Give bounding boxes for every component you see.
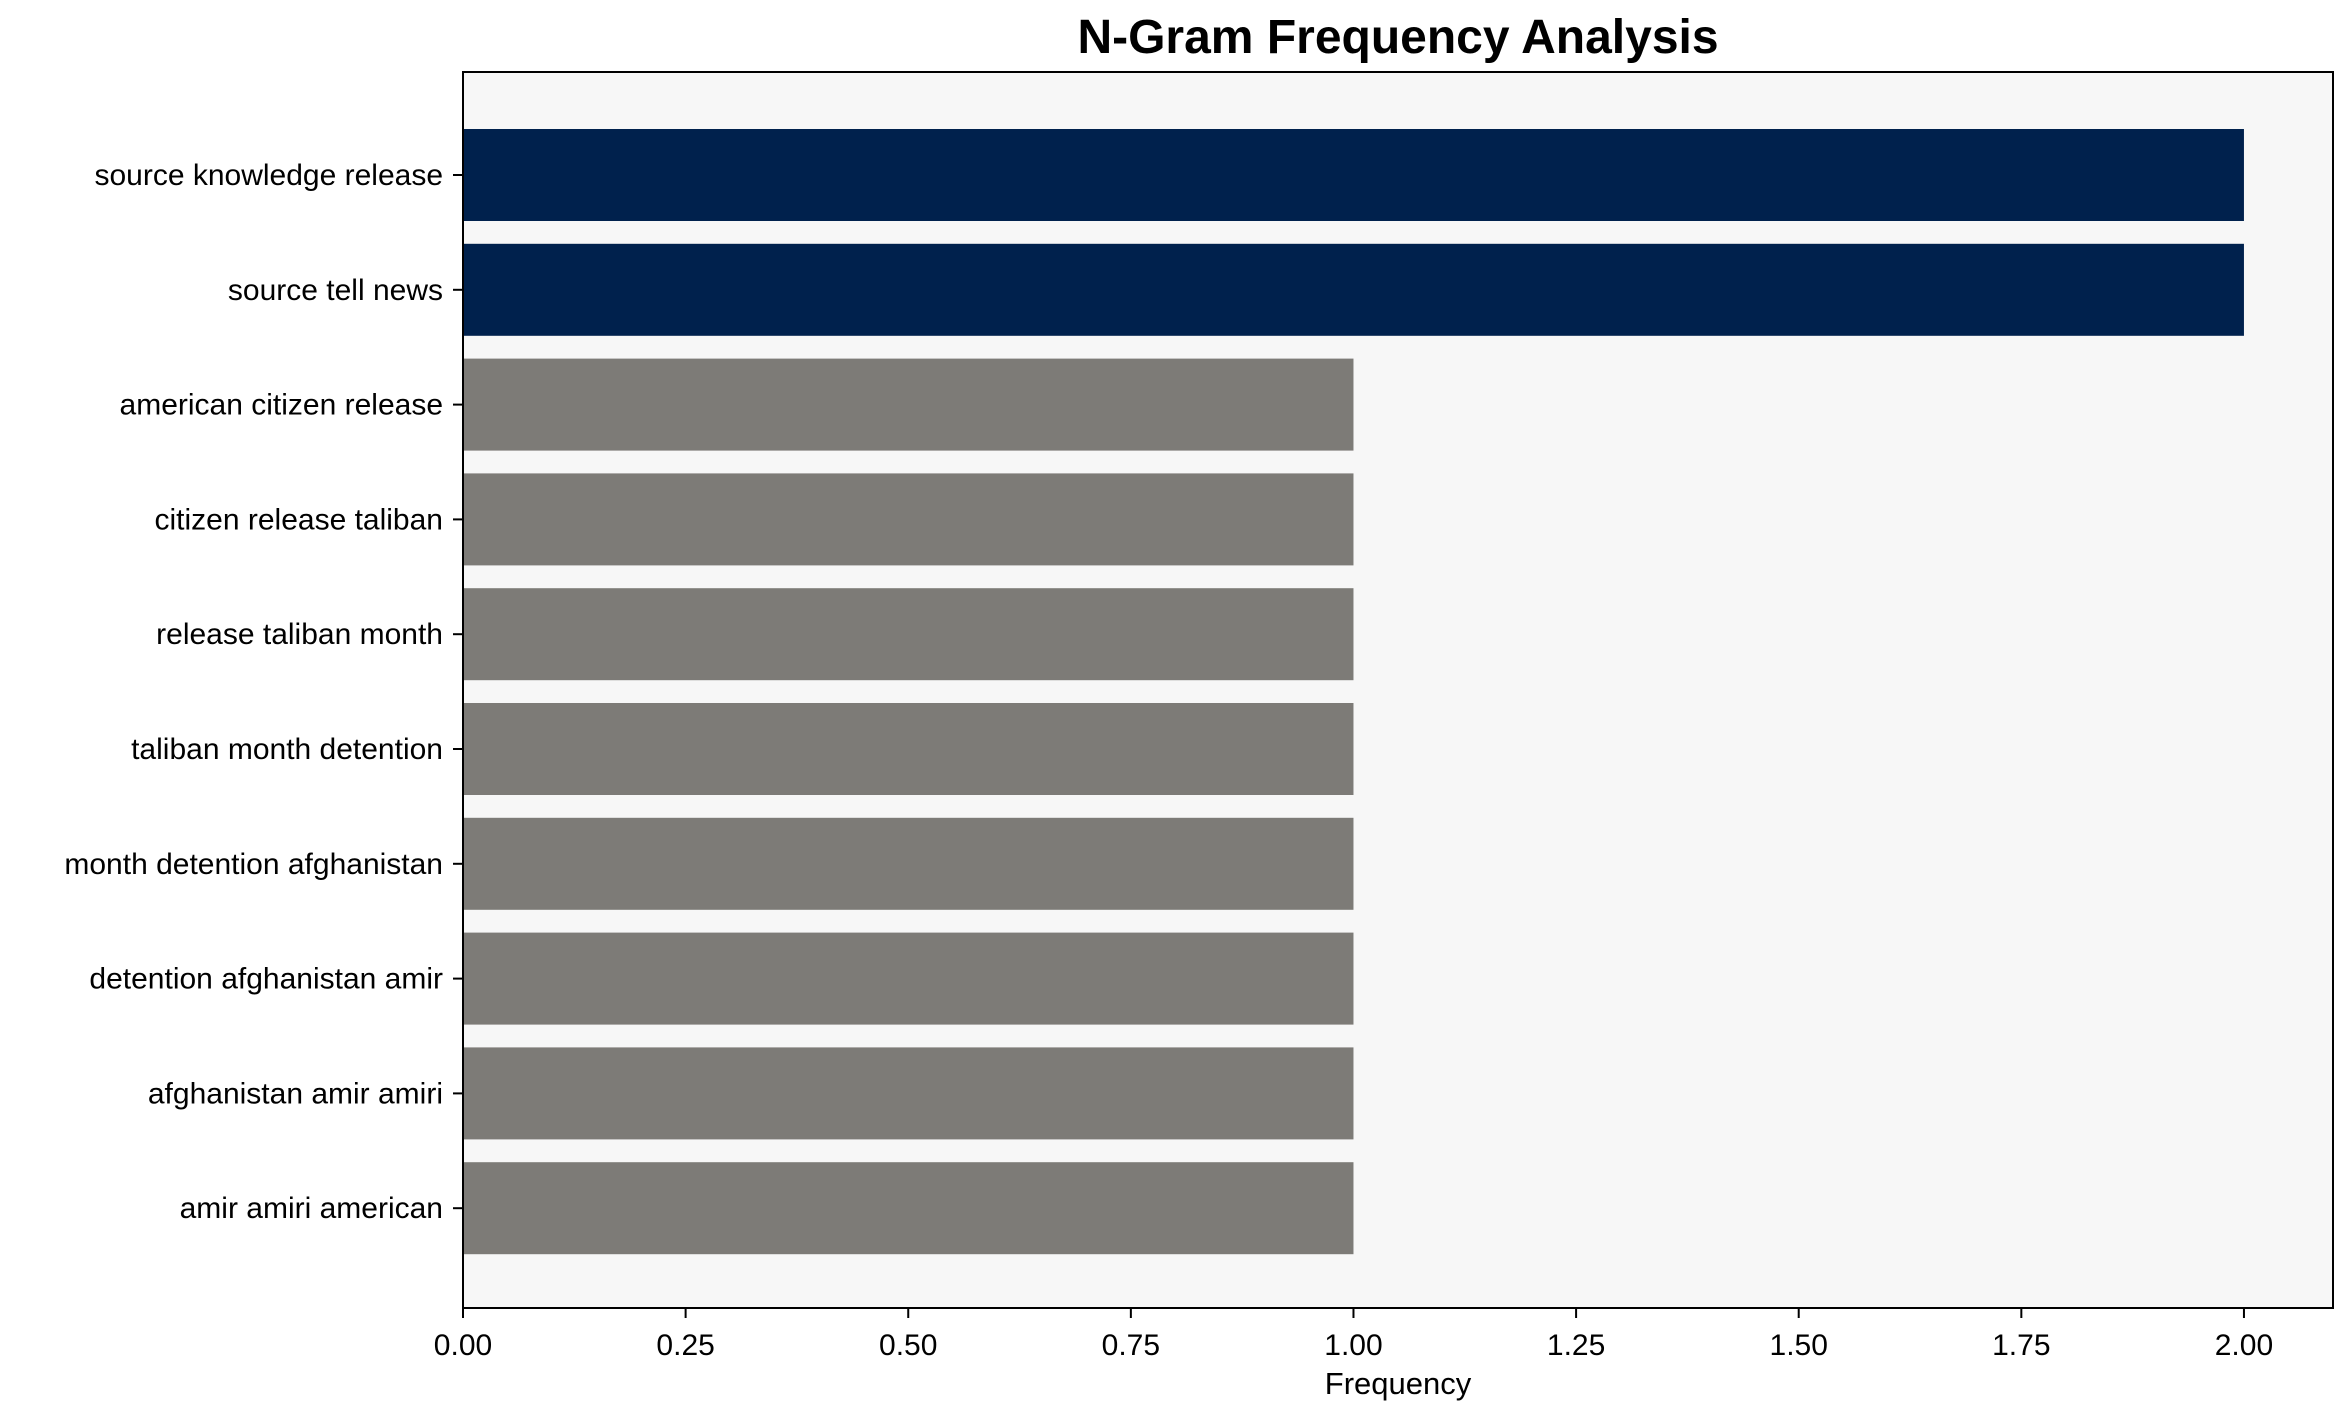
x-tick-label: 2.00 <box>2215 1329 2273 1362</box>
x-axis-label: Frequency <box>1325 1366 1472 1401</box>
bar <box>463 703 1354 795</box>
x-tick-label: 1.00 <box>1324 1329 1382 1362</box>
y-tick-label: amir amiri american <box>180 1192 443 1225</box>
y-tick-label: afghanistan amir amiri <box>148 1077 443 1110</box>
bar <box>463 473 1354 566</box>
chart-title: N-Gram Frequency Analysis <box>1077 11 1718 64</box>
y-tick-label: source knowledge release <box>94 159 443 192</box>
bar <box>463 932 1354 1025</box>
y-tick-label: release taliban month <box>156 618 443 651</box>
x-tick-label: 1.50 <box>1770 1329 1828 1362</box>
bar <box>463 588 1354 681</box>
bar <box>463 243 2244 336</box>
x-tick-label: 1.25 <box>1547 1329 1605 1362</box>
bar <box>463 358 1354 451</box>
x-tick-label: 0.50 <box>879 1329 937 1362</box>
bar <box>463 129 2244 221</box>
y-tick-label: detention afghanistan amir <box>89 963 443 996</box>
x-tick-label: 0.00 <box>434 1329 492 1362</box>
y-tick-label: citizen release taliban <box>154 503 443 536</box>
plot-frame <box>462 71 2334 1309</box>
bar <box>463 817 1354 910</box>
y-tick-label: taliban month detention <box>131 733 443 766</box>
x-tick-label: 0.75 <box>1102 1329 1160 1362</box>
x-tick-label: 1.75 <box>1992 1329 2050 1362</box>
x-tick-label: 0.25 <box>656 1329 714 1362</box>
y-tick-label: month detention afghanistan <box>64 848 443 881</box>
bar <box>463 1047 1354 1140</box>
y-tick-label: american citizen release <box>120 389 443 422</box>
bar <box>463 1162 1354 1255</box>
y-tick-label: source tell news <box>228 274 443 307</box>
